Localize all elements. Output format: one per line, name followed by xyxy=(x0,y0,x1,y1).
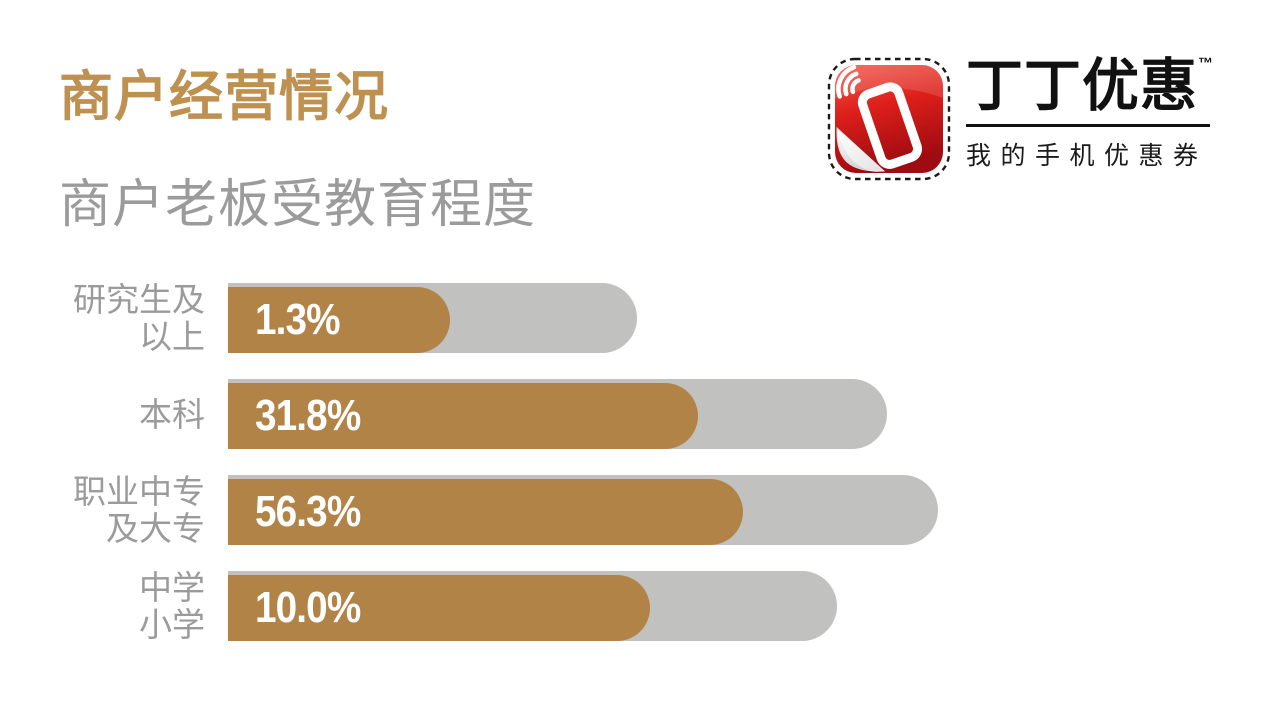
logo-wordmark: 丁丁优惠™ xyxy=(966,56,1213,115)
value-label: 1.3% xyxy=(255,295,341,344)
bar-fill: 10.0% xyxy=(228,575,650,641)
bar-fill: 56.3% xyxy=(228,479,743,545)
trademark-symbol: ™ xyxy=(1198,55,1214,72)
bar-row: 本科 31.8% xyxy=(59,379,938,449)
bar-row: 研究生及 以上 1.3% xyxy=(59,281,938,355)
logo-tagline: 我的手机优惠券 xyxy=(966,142,1208,170)
brand-logo: 丁丁优惠™ 我的手机优惠券 xyxy=(826,56,1213,182)
logo-name-text: 丁丁优惠 xyxy=(966,54,1198,118)
bar-row: 中学 小学 10.0% xyxy=(59,569,938,643)
category-label: 职业中专 及大专 xyxy=(59,473,205,547)
category-label-line: 职业中专 xyxy=(73,473,205,510)
dingding-app-icon xyxy=(827,57,951,181)
bar-fill: 1.3% xyxy=(228,287,450,353)
value-label: 56.3% xyxy=(255,487,361,536)
bar-track: 10.0% xyxy=(228,571,837,641)
category-label-line: 及大专 xyxy=(106,510,205,547)
category-label: 中学 小学 xyxy=(59,569,205,643)
logo-divider xyxy=(966,124,1210,127)
value-label: 31.8% xyxy=(255,391,361,440)
category-label-line: 小学 xyxy=(139,606,205,643)
category-label-line: 中学 xyxy=(139,569,205,606)
page-title: 商户经营情况 xyxy=(59,67,389,127)
category-label: 研究生及 以上 xyxy=(59,281,205,355)
bar-track: 31.8% xyxy=(228,379,887,449)
category-label-line: 以上 xyxy=(139,318,205,355)
category-label-line: 本科 xyxy=(139,395,205,433)
value-label: 10.0% xyxy=(255,583,361,632)
bar-chart: 研究生及 以上 1.3% 本科 31.8% 职业中专 xyxy=(59,281,938,667)
category-label-line: 研究生及 xyxy=(73,281,205,318)
bar-track: 1.3% xyxy=(228,283,637,353)
bar-row: 职业中专 及大专 56.3% xyxy=(59,473,938,547)
chart-title: 商户老板受教育程度 xyxy=(59,176,537,234)
logo-text: 丁丁优惠™ 我的手机优惠券 xyxy=(966,56,1213,172)
bar-fill: 31.8% xyxy=(228,383,698,449)
bar-track: 56.3% xyxy=(228,475,938,545)
category-label: 本科 xyxy=(59,379,205,449)
